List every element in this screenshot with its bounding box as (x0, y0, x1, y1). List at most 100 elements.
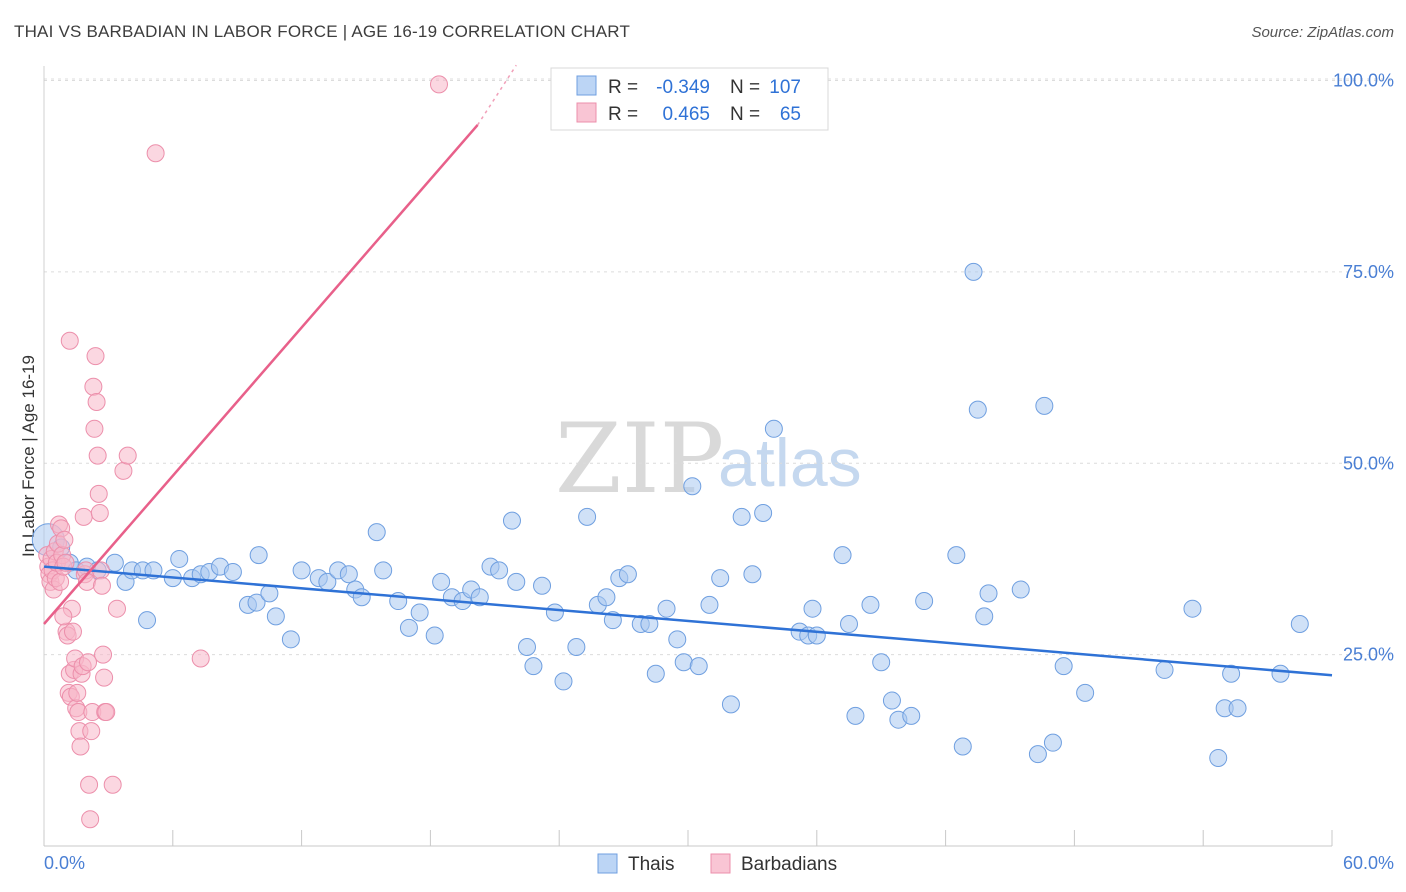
thai-point (260, 584, 279, 603)
barbadian-point (74, 507, 93, 526)
barbadian-point (103, 775, 122, 794)
thai-point (567, 637, 586, 656)
thai-point (1222, 664, 1241, 683)
thai-point (882, 691, 901, 710)
thai-point (502, 511, 521, 530)
gridlines (44, 78, 1392, 656)
thai-point (846, 706, 865, 725)
thai-point (425, 626, 444, 645)
legend-swatch-thais (576, 75, 597, 96)
x-tick-label-max: 60.0% (1343, 853, 1394, 873)
legend-r-value-1: -0.349 (656, 77, 710, 98)
thai-point (833, 546, 852, 565)
y-tick-labels: 100.0% 75.0% 50.0% 25.0% (1333, 71, 1394, 665)
thais-points (31, 262, 1309, 767)
y-tick-label-50: 50.0% (1343, 453, 1394, 473)
barbadian-point (146, 144, 165, 163)
thai-point (352, 588, 371, 607)
barbadian-point (63, 622, 82, 641)
barbadian-point (60, 331, 79, 350)
x-tick-label-min: 0.0% (44, 853, 85, 873)
thai-point (1228, 699, 1247, 718)
thai-point (743, 565, 762, 584)
barbadian-point (118, 446, 137, 465)
thai-point (803, 599, 822, 618)
barbadian-trend-extension (476, 64, 517, 126)
thai-point (223, 562, 242, 581)
barbadian-point (92, 576, 111, 595)
barbadian-point (86, 347, 105, 366)
thai-point (964, 262, 983, 281)
thai-point (367, 523, 386, 542)
thai-point (1290, 615, 1309, 634)
thai-point (578, 507, 597, 526)
thai-point (674, 653, 693, 672)
thai-point (339, 565, 358, 584)
barbadian-point (191, 649, 210, 668)
thai-point (618, 565, 637, 584)
thai-point (249, 546, 268, 565)
thai-point (979, 584, 998, 603)
series-legend: Thais Barbadians (597, 853, 837, 875)
barbadians-points (38, 75, 448, 829)
legend-r-label-2: R = (608, 104, 638, 125)
legend-box (550, 67, 829, 131)
thai-point (732, 507, 751, 526)
y-tick-label-100: 100.0% (1333, 71, 1394, 91)
barbadian-point (54, 607, 73, 626)
barbadian-point (107, 599, 126, 618)
thai-point (490, 561, 509, 580)
y-axis-title: In Labor Force | Age 16-19 (19, 355, 38, 557)
thai-point (1011, 580, 1030, 599)
legend-n-label-2: N = (730, 104, 760, 125)
thai-point (105, 553, 124, 572)
barbadian-point (89, 484, 108, 503)
thai-point (700, 595, 719, 614)
thai-point (597, 588, 616, 607)
thai-point (754, 504, 773, 523)
thai-point (410, 603, 429, 622)
barbadian-point (80, 775, 99, 794)
thai-trend-line (43, 565, 1333, 677)
barbadian-point (95, 668, 114, 687)
barbadian-point (97, 703, 116, 722)
thai-point (689, 657, 708, 676)
source-label: Source: ZipAtlas.com (1251, 24, 1394, 41)
thai-point (1155, 660, 1174, 679)
series-legend-barbadians: Barbadians (741, 854, 837, 875)
y-tick-label-75: 75.0% (1343, 262, 1394, 282)
thai-point (545, 603, 564, 622)
thai-point (807, 626, 826, 645)
thai-point (1076, 683, 1095, 702)
thai-point (374, 561, 393, 580)
barbadian-point (71, 737, 90, 756)
thai-point (764, 419, 783, 438)
barbadian-point (51, 572, 70, 591)
thai-point (975, 607, 994, 626)
correlation-legend: R = -0.349 N = 107 R = 0.465 N = 65 (550, 67, 829, 131)
thai-point (668, 630, 687, 649)
legend-n-value-1: 107 (769, 77, 801, 98)
thai-point (861, 595, 880, 614)
thai-point (1028, 745, 1047, 764)
trend-lines (43, 64, 1333, 677)
legend-swatch-barbadians (576, 102, 597, 123)
series-legend-swatch-thais (597, 853, 618, 874)
legend-r-label-1: R = (608, 77, 638, 98)
legend-r-value-2: 0.465 (662, 104, 710, 125)
barbadian-point (87, 393, 106, 412)
thai-point (507, 572, 526, 591)
thai-point (292, 561, 311, 580)
thai-point (1209, 748, 1228, 767)
barbadian-point (81, 810, 100, 829)
thai-point (1271, 664, 1290, 683)
thai-point (533, 576, 552, 595)
thai-point (711, 569, 730, 588)
thai-point (518, 637, 536, 656)
barbadian-point (429, 75, 448, 94)
thai-point (554, 672, 573, 691)
series-legend-swatch-barbadians (710, 853, 731, 874)
thai-point (1183, 599, 1202, 618)
barbadian-point (79, 653, 98, 672)
